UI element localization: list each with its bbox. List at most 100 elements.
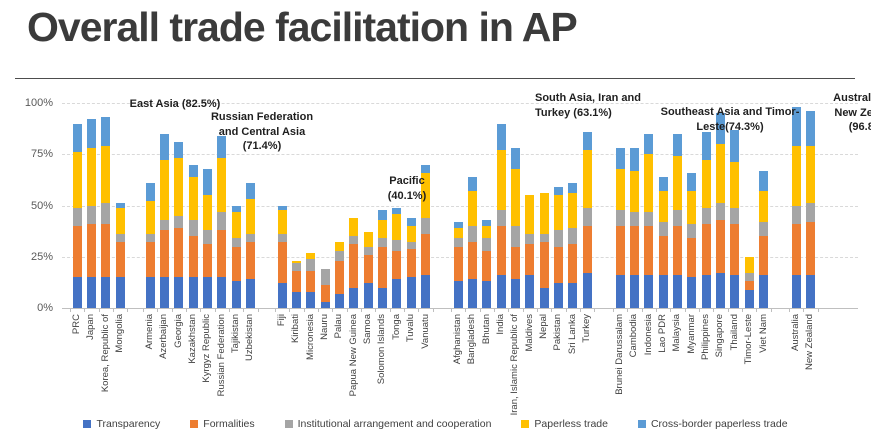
axis-tick [432, 308, 434, 312]
axis-tick [98, 308, 100, 312]
segment-transparency [72, 277, 82, 308]
x-label-text: Singapore [714, 314, 726, 358]
x-label-text: Viet Nam [757, 314, 769, 353]
segment-cross-border-paperless-trade [629, 148, 639, 171]
legend-label: Institutional arrangement and cooperatio… [297, 418, 492, 430]
segment-paperless-trade [525, 195, 535, 235]
segment-paperless-trade [159, 160, 169, 220]
slide-title: Overall trade facilitation in AP [27, 4, 578, 50]
x-label-text: Maldives [523, 314, 535, 352]
segment-formalities [145, 242, 155, 278]
segment-institutional-arrangement-and-cooperation [231, 238, 241, 247]
segment-transparency [231, 281, 241, 308]
bar-tajikistan [231, 205, 241, 308]
x-label-samoa: Samoa [361, 314, 376, 422]
axis-tick [157, 308, 159, 312]
x-label-uzbekistan: Uzbekistan [243, 314, 258, 422]
segment-paperless-trade [805, 146, 815, 204]
segment-institutional-arrangement-and-cooperation [306, 258, 316, 272]
segment-cross-border-paperless-trade [101, 117, 111, 147]
axis-tick [303, 308, 305, 312]
segment-paperless-trade [553, 195, 563, 231]
x-label-palau: Palau [332, 314, 347, 422]
segment-formalities [539, 242, 549, 288]
segment-institutional-arrangement-and-cooperation [568, 228, 578, 245]
segment-cross-border-paperless-trade [145, 182, 155, 202]
segment-paperless-trade [672, 156, 682, 210]
x-label-text: Nauru [319, 314, 331, 340]
y-tick-label: 50% [30, 199, 53, 212]
x-axis-labels: PRC Japan Korea, Republic of Mongolia Armeni… [62, 314, 864, 424]
x-label-text: Tuvalu [405, 314, 417, 343]
x-label-russian-federation: Russian Federation [214, 314, 229, 422]
axis-tick [493, 308, 495, 312]
segment-paperless-trade [406, 226, 416, 243]
legend-item-transparency: Transparency [83, 418, 160, 430]
bar-lao-pdr [658, 176, 668, 308]
segment-paperless-trade [377, 219, 387, 239]
segment-transparency [482, 281, 492, 308]
segment-institutional-arrangement-and-cooperation [115, 234, 125, 243]
segment-institutional-arrangement-and-cooperation [805, 203, 815, 222]
bar-malaysia [672, 133, 682, 308]
segment-formalities [453, 246, 463, 282]
x-label-text: India [495, 314, 507, 335]
segment-institutional-arrangement-and-cooperation [525, 234, 535, 245]
x-label-text: PRC [71, 314, 82, 335]
x-label-text: Sri Lanka [566, 314, 578, 355]
y-axis-labels: 0% 25% 50% 75% 100% [0, 97, 56, 315]
region-label-line: New Zealand [834, 106, 871, 119]
segment-formalities [759, 236, 768, 276]
segment-paperless-trade [615, 168, 625, 210]
region-label-line: Turkey (63.1%) [535, 106, 612, 119]
segment-transparency [86, 277, 96, 308]
segment-cross-border-paperless-trade [406, 217, 416, 227]
segment-formalities [510, 246, 520, 280]
x-label-viet-nam: Viet Nam [756, 314, 771, 422]
x-label-lao-pdr: Lao PDR [656, 314, 671, 422]
x-label-text: Russian Federation [215, 314, 227, 397]
chart-legend: Transparency Formalities Institutional arr… [0, 418, 871, 430]
segment-institutional-arrangement-and-cooperation [496, 209, 506, 227]
segment-formalities [277, 242, 287, 284]
x-label-text: Bangladesh [466, 314, 478, 365]
segment-paperless-trade [245, 199, 255, 235]
bar-kyrgyz-republic [202, 168, 212, 308]
segment-transparency [101, 277, 111, 308]
x-label-kazakhstan: Kazakhstan [186, 314, 201, 422]
bar-russian-federation [217, 135, 227, 308]
segment-formalities [334, 260, 344, 294]
segment-paperless-trade [730, 162, 740, 208]
x-label-text: Solomon Islands [376, 314, 388, 385]
x-label-text: Nepal [538, 314, 550, 339]
segment-formalities [406, 248, 416, 278]
segment-transparency [467, 279, 477, 308]
segment-paperless-trade [202, 195, 212, 231]
segment-cross-border-paperless-trade [568, 182, 578, 194]
x-label-text: Azerbaijan [158, 314, 170, 359]
x-label-text: Brunei Darussalam [614, 314, 625, 395]
segment-formalities [174, 228, 184, 278]
bar-indonesia [644, 133, 654, 308]
x-label-text: Micronesia [304, 314, 316, 360]
gridline-100 [62, 103, 858, 104]
segment-transparency [277, 283, 287, 308]
x-label-text: Korea, Republic of [99, 314, 111, 393]
bar-korea-republic-of [101, 117, 111, 308]
segment-paperless-trade [687, 191, 697, 224]
x-label-solomon-islands: Solomon Islands [375, 314, 390, 422]
segment-cross-border-paperless-trade [217, 135, 227, 159]
segment-transparency [701, 275, 711, 308]
axis-tick [403, 308, 405, 312]
segment-institutional-arrangement-and-cooperation [217, 211, 227, 231]
segment-cross-border-paperless-trade [421, 164, 430, 173]
axis-tick [727, 308, 729, 312]
segment-cross-border-paperless-trade [644, 133, 654, 155]
segment-formalities [568, 244, 578, 284]
segment-transparency [188, 277, 198, 308]
segment-formalities [306, 271, 316, 292]
bar-cambodia [629, 148, 639, 308]
x-label-brunei-darussalam: Brunei Darussalam [613, 314, 628, 422]
segment-formalities [188, 236, 198, 278]
segment-institutional-arrangement-and-cooperation [334, 250, 344, 261]
